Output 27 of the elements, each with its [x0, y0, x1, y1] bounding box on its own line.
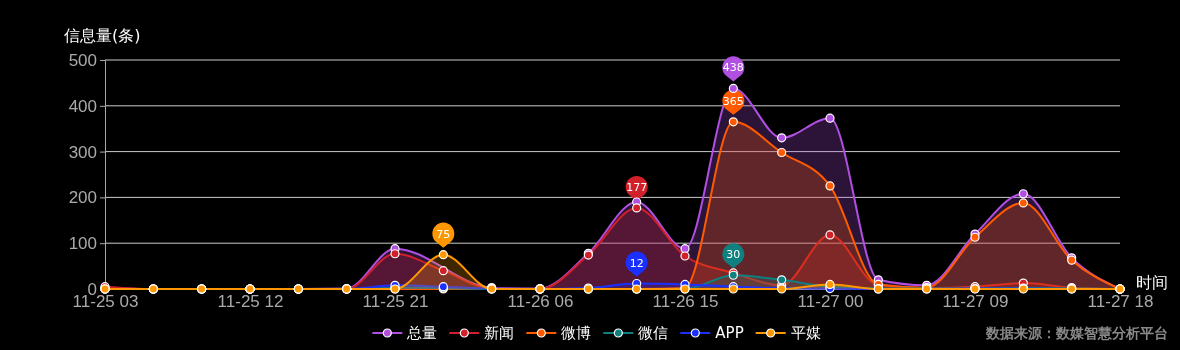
x-tick-label: 11-27 00	[797, 292, 864, 312]
data-label: 75	[436, 227, 451, 241]
x-tick-label: 11-27 09	[942, 292, 1009, 312]
x-tick-label: 11-25 12	[217, 292, 284, 312]
x-axis-title: 时间	[1136, 272, 1168, 292]
data-label: 12	[629, 256, 644, 270]
source-note: 数据来源：数媒智慧分析平台	[985, 325, 1168, 341]
y-tick-label: 200	[68, 188, 97, 208]
x-tick-label: 11-26 06	[507, 292, 574, 312]
x-tick-label: 11-25 21	[362, 292, 429, 312]
data-label: 30	[726, 248, 741, 262]
data-label: 177	[626, 180, 648, 194]
y-tick-label: 500	[68, 50, 97, 70]
data-label: 365	[722, 94, 744, 108]
y-tick-label: 300	[68, 142, 97, 162]
y-axis-title: 信息量(条)	[64, 26, 141, 45]
x-tick-label: 11-26 15	[652, 292, 719, 312]
legend-label: 微博	[561, 323, 592, 342]
x-tick-label: 11-27 18	[1087, 292, 1154, 312]
y-tick-label: 100	[68, 234, 97, 254]
legend-label: 新闻	[484, 323, 515, 342]
legend-label: 平媒	[790, 323, 821, 342]
y-tick-label: 400	[68, 96, 97, 116]
legend-label: APP	[715, 323, 744, 342]
data-label: 438	[722, 61, 744, 75]
legend-label: 微信	[638, 323, 669, 342]
legend-label: 总量	[406, 323, 438, 342]
